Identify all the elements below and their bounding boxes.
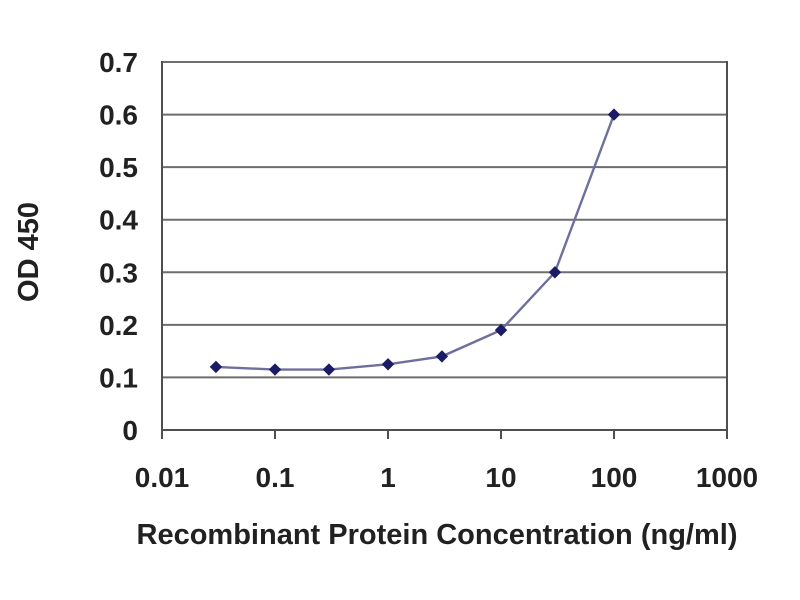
x-axis-ticks — [161, 430, 728, 439]
data-point-marker — [494, 323, 508, 337]
data-series — [209, 108, 621, 376]
x-axis-title: Recombinant Protein Concentration (ng/ml… — [137, 519, 738, 551]
y-axis-title: OD 450 — [13, 202, 45, 302]
data-point-marker — [381, 358, 395, 371]
y-axis-tick-labels: 0 0.1 0.2 0.3 0.4 0.5 0.6 0.7 — [99, 47, 138, 446]
x-axis-tick-labels: 0.01 0.1 1 10 100 1000 — [135, 462, 758, 493]
x-tick-label: 1000 — [696, 462, 758, 493]
data-point-marker — [322, 363, 336, 376]
x-tick-label: 10 — [485, 462, 516, 493]
y-tick-label: 0.4 — [99, 205, 138, 236]
x-tick-label: 1 — [380, 462, 396, 493]
y-tick-label: 0.7 — [99, 47, 138, 78]
data-point-marker — [435, 350, 449, 363]
y-tick-label: 0.1 — [99, 362, 138, 393]
data-point-marker — [607, 108, 621, 121]
x-tick-label: 0.01 — [135, 462, 190, 493]
data-point-marker — [548, 266, 562, 279]
y-tick-label: 0.5 — [99, 152, 138, 183]
data-point-marker — [209, 360, 223, 374]
y-tick-label: 0.3 — [99, 257, 138, 288]
x-tick-label: 100 — [591, 462, 638, 493]
x-tick-label: 0.1 — [256, 462, 295, 493]
axes — [161, 61, 728, 431]
data-point-marker — [268, 363, 282, 376]
gridlines — [162, 61, 727, 379]
y-tick-label: 0 — [122, 415, 138, 446]
y-tick-label: 0.6 — [99, 100, 138, 131]
series-line — [215, 114, 616, 371]
y-tick-label: 0.2 — [99, 310, 138, 341]
